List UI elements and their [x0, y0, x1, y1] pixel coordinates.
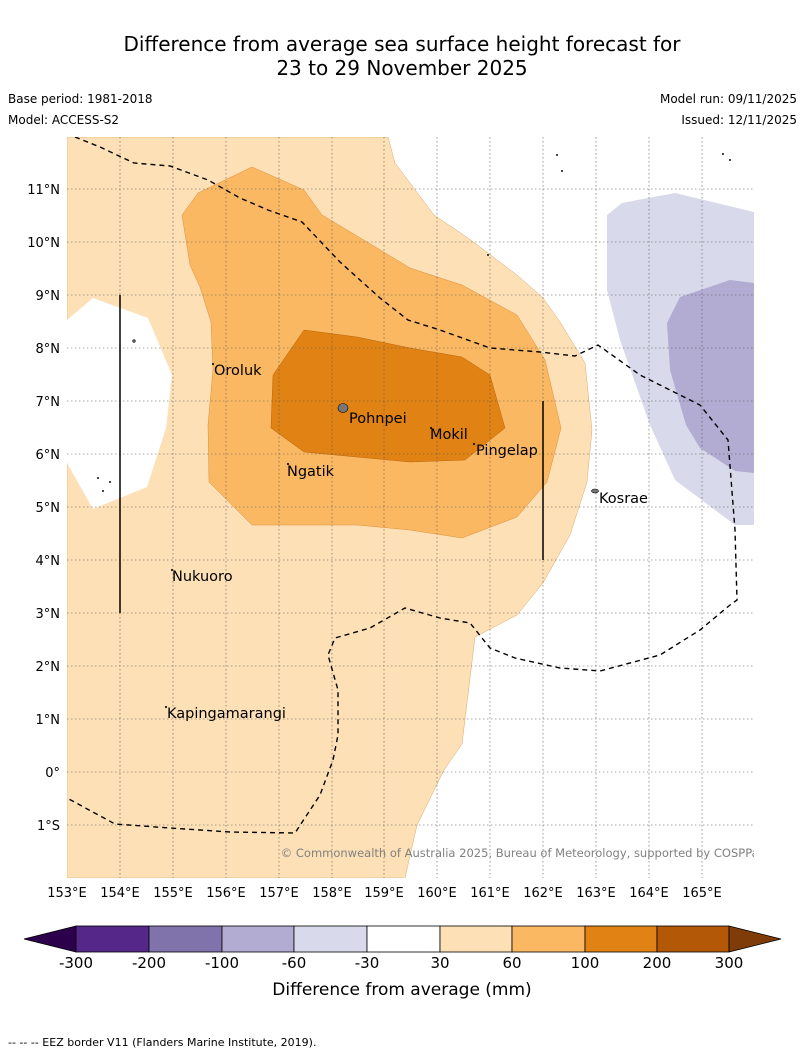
map-gridlines	[67, 137, 754, 878]
lon-label: 156°E	[206, 886, 246, 900]
anomaly-region-100-200	[270, 329, 506, 463]
lat-label: 2°N	[36, 660, 61, 675]
lon-label: 163°E	[576, 886, 616, 900]
lon-label: 159°E	[364, 886, 404, 900]
colorbar-tick-label: 60	[502, 954, 521, 972]
lon-label: 158°E	[312, 886, 352, 900]
lat-label: 0°	[45, 766, 60, 781]
lat-label: 1°S	[37, 819, 60, 834]
place-label-nukuoro: Nukuoro	[172, 569, 233, 585]
lon-label: 160°E	[417, 886, 457, 900]
lat-label: 7°N	[36, 395, 61, 410]
longitude-labels: 153°E 154°E 155°E 156°E 157°E 158°E 159°…	[47, 886, 722, 900]
place-label-pingelap: Pingelap	[476, 443, 538, 459]
title-line-1: Difference from average sea surface heig…	[123, 32, 681, 56]
eez-footnote: -- -- -- EEZ border V11 (Flanders Marine…	[8, 1036, 317, 1049]
colorbar-tick-label: -300	[59, 954, 93, 972]
colorbar-extend-low	[23, 925, 77, 953]
place-label-mokil: Mokil	[430, 427, 468, 443]
place-label-kosrae: Kosrae	[599, 491, 648, 507]
colorbar-segment	[439, 925, 513, 953]
lat-label: 9°N	[36, 289, 61, 304]
map-title: Difference from average sea surface heig…	[0, 32, 804, 80]
colorbar-tick-label: -100	[205, 954, 239, 972]
lon-label: 161°E	[470, 886, 510, 900]
place-label-pohnpei: Pohnpei	[349, 411, 407, 427]
island-markers	[97, 153, 731, 709]
lat-label: 10°N	[27, 236, 60, 251]
lat-label: 8°N	[36, 342, 61, 357]
colorbar-segment	[221, 925, 295, 953]
lat-label: 6°N	[36, 448, 61, 463]
colorbar-tick-label: -60	[282, 954, 307, 972]
colorbar-segment	[656, 925, 730, 953]
place-label-kapingamarangi: Kapingamarangi	[167, 706, 286, 722]
lon-label: 162°E	[523, 886, 563, 900]
colorbar-tick-label: -200	[132, 954, 166, 972]
colorbar-tick-label: 100	[571, 954, 600, 972]
copyright-text: © Commonwealth of Australia 2025, Bureau…	[281, 846, 765, 860]
lat-label: 5°N	[36, 501, 61, 516]
colorbar-tick-label: 300	[715, 954, 744, 972]
colorbar-segment	[75, 925, 150, 953]
lat-label: 11°N	[27, 183, 60, 198]
lon-label: 154°E	[100, 886, 140, 900]
anomaly-region-minus-60-100	[667, 280, 754, 473]
colorbar-segment	[511, 925, 586, 953]
issued-text: Issued: 12/11/2025	[681, 113, 797, 127]
base-period-text: Base period: 1981-2018	[8, 92, 153, 106]
place-label-oroluk: Oroluk	[214, 363, 262, 379]
pohnpei-island-shape	[337, 403, 349, 413]
lon-label: 165°E	[682, 886, 722, 900]
colorbar-segment	[293, 925, 368, 953]
lon-label: 164°E	[629, 886, 669, 900]
colorbar-segment	[584, 925, 658, 953]
model-run-text: Model run: 09/11/2025	[659, 92, 797, 106]
colorbar-segment	[148, 925, 223, 953]
colorbar-tick-label: 30	[430, 954, 449, 972]
latitude-labels: 11°N 10°N 9°N 8°N 7°N 6°N 5°N 4°N 3°N 2°…	[27, 183, 60, 834]
model-text: Model: ACCESS-S2	[8, 113, 120, 127]
lon-label: 155°E	[153, 886, 193, 900]
lon-label: 157°E	[259, 886, 299, 900]
kosrae-island-shape	[591, 488, 599, 494]
lat-label: 4°N	[36, 554, 61, 569]
colorbar-tick-label: 200	[643, 954, 672, 972]
eez-border	[67, 137, 738, 834]
colorbar-segment	[366, 925, 441, 953]
colorbar-tick-label: -30	[355, 954, 380, 972]
place-label-ngatik: Ngatik	[287, 464, 335, 480]
lat-label: 3°N	[36, 607, 61, 622]
colorbar-label: Difference from average (mm)	[272, 980, 531, 1000]
sea-surface-height-map: Oroluk Pohnpei Mokil Pingelap Ngatik Kos…	[27, 137, 765, 900]
title-line-2: 23 to 29 November 2025	[276, 56, 528, 80]
lon-label: 153°E	[47, 886, 87, 900]
colorbar-extend-high	[728, 925, 782, 953]
lat-label: 1°N	[36, 713, 61, 728]
